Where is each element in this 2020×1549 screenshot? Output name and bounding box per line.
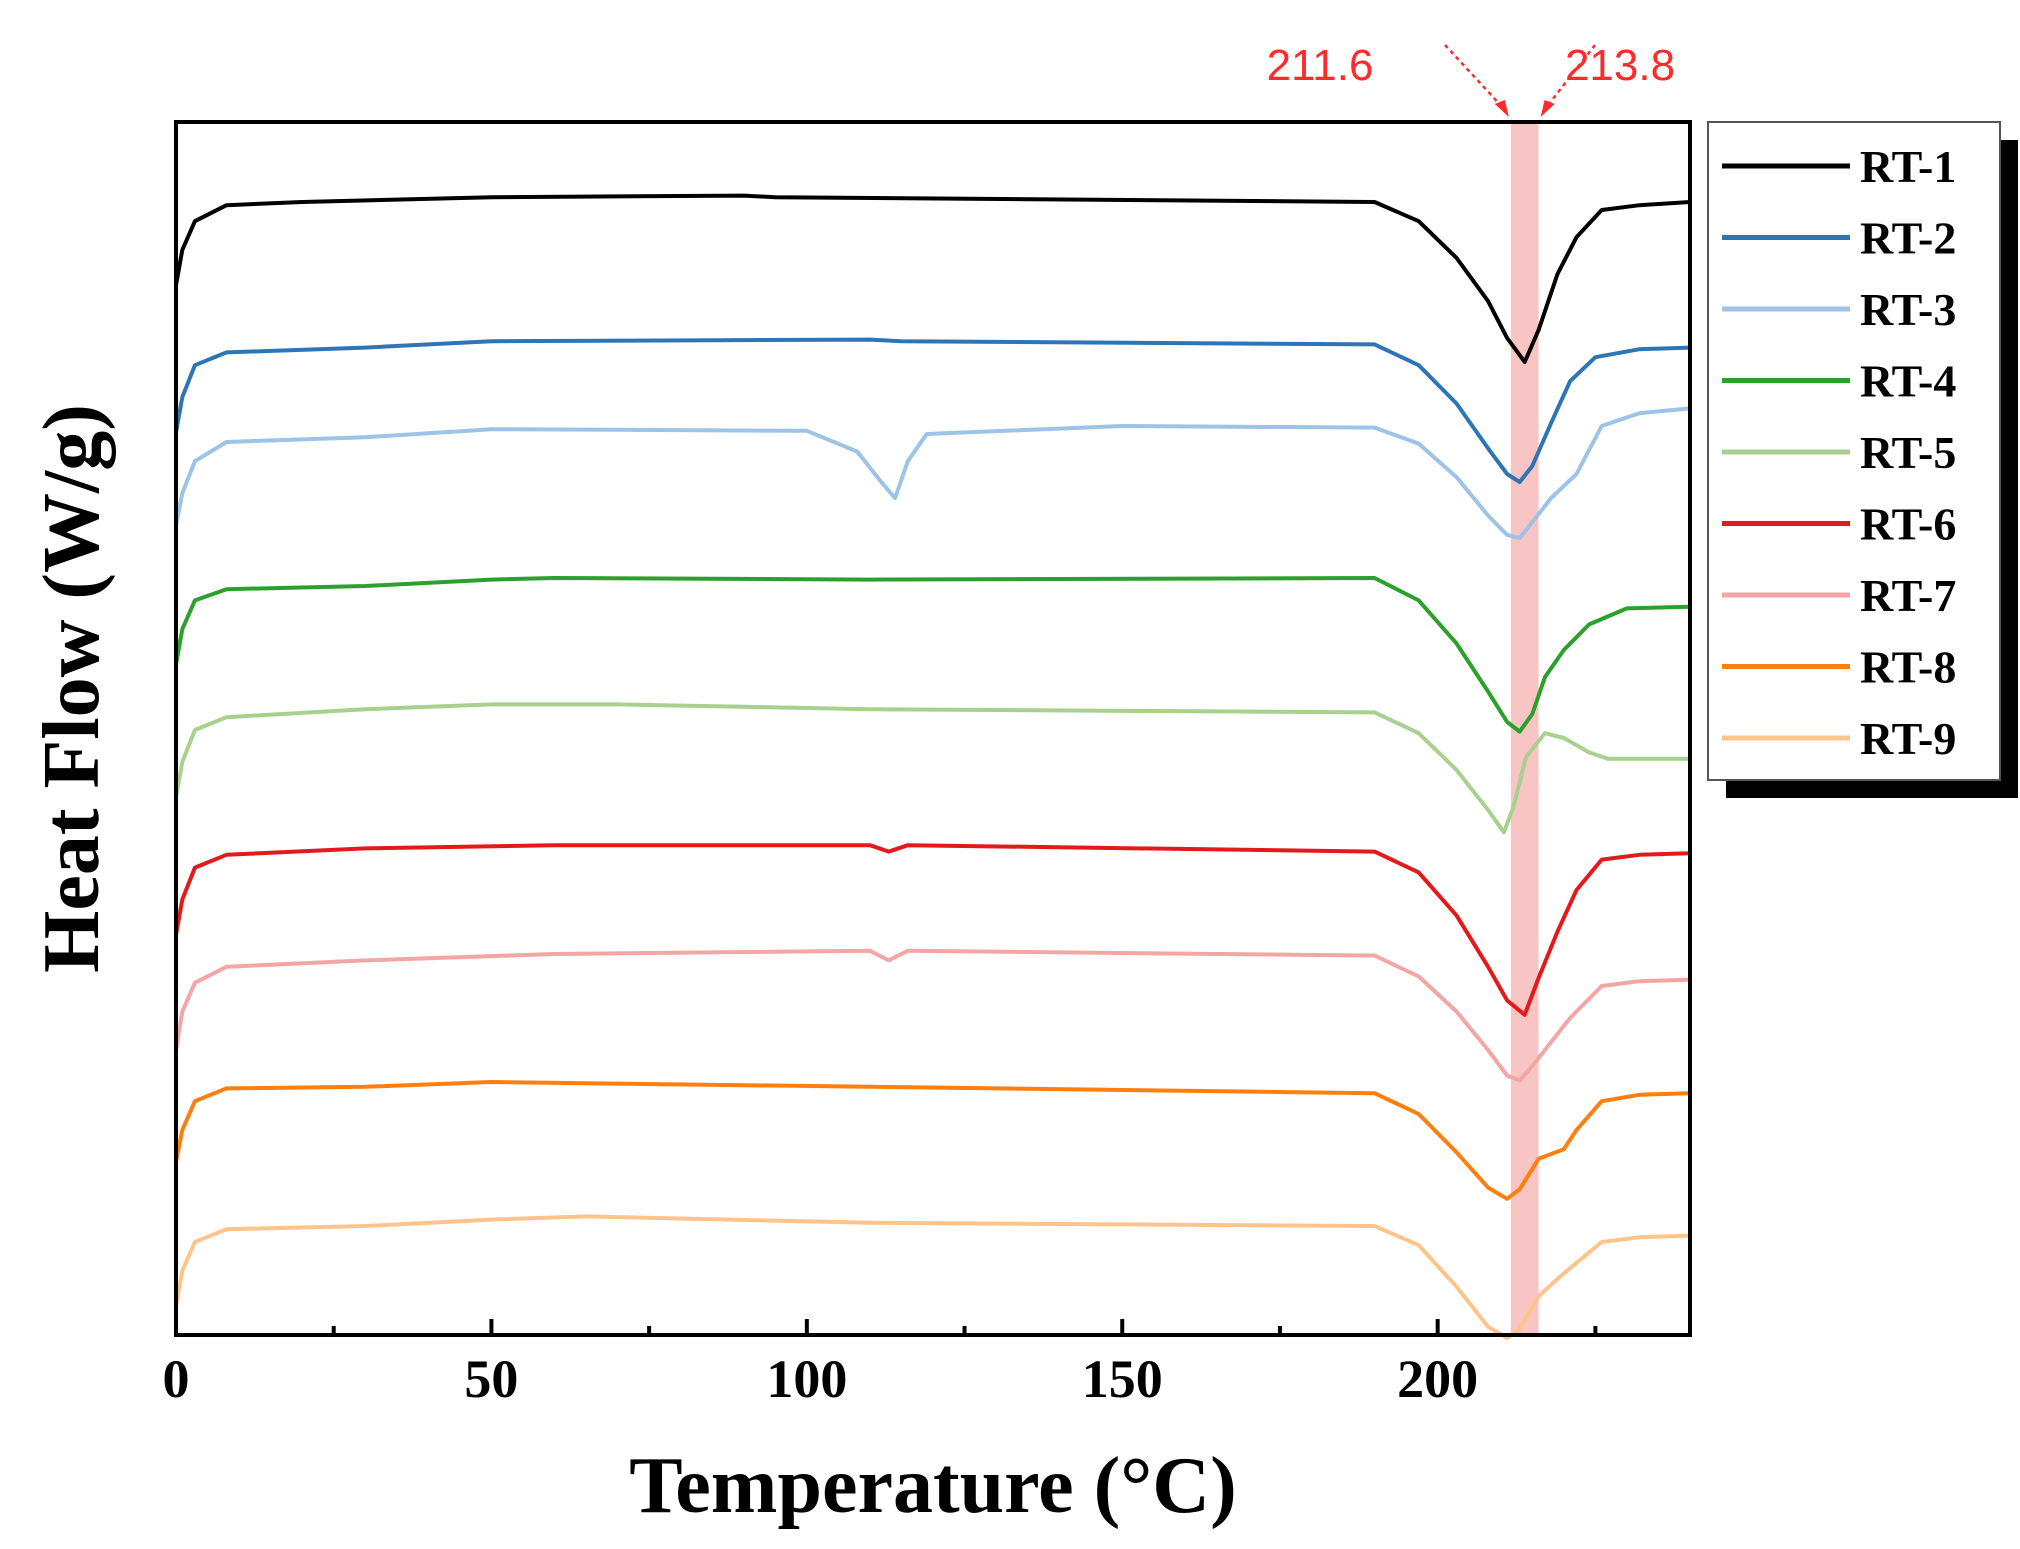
annotation-arrow-left xyxy=(1444,44,1508,113)
x-tick-label: 150 xyxy=(1082,1349,1163,1409)
series-line-rt-9 xyxy=(174,1214,1692,1340)
x-axis-ticks: 0 50 100 150 200 xyxy=(163,1319,1598,1409)
annotation-arrowhead-left xyxy=(1494,100,1509,117)
plot-frame xyxy=(174,120,1692,1337)
legend: RT-1 RT-2 RT-3 RT-4 RT-5 RT-6 RT-7 RT-8 RT-9 xyxy=(1707,121,2018,798)
x-tick-label: 50 xyxy=(464,1349,518,1409)
series-line-rt-7 xyxy=(174,948,1692,1083)
annotations: 211.6 213.8 xyxy=(1267,41,1675,117)
legend-label-rt-4: RT-4 xyxy=(1860,356,1956,407)
series-line-rt-4 xyxy=(174,576,1692,734)
legend-label-rt-1: RT-1 xyxy=(1860,141,1956,192)
legend-label-rt-8: RT-8 xyxy=(1860,642,1956,693)
legend-label-rt-6: RT-6 xyxy=(1860,499,1956,550)
x-tick-label: 0 xyxy=(163,1349,190,1409)
series-line-rt-2 xyxy=(174,337,1692,484)
legend-label-rt-2: RT-2 xyxy=(1860,213,1956,264)
series-line-rt-6 xyxy=(174,843,1692,1017)
x-axis-title: Temperature (°C) xyxy=(629,1442,1236,1530)
series-line-rt-8 xyxy=(174,1080,1692,1201)
annotation-label-left: 211.6 xyxy=(1267,41,1374,90)
annotation-arrowhead-right xyxy=(1540,100,1555,117)
y-axis-title: Heat Flow (W/g) xyxy=(28,404,116,973)
x-tick-label: 100 xyxy=(766,1349,847,1409)
legend-label-rt-3: RT-3 xyxy=(1860,284,1956,335)
annotation-label-right: 213.8 xyxy=(1565,41,1675,90)
legend-label-rt-5: RT-5 xyxy=(1860,427,1956,478)
series-line-rt-1 xyxy=(174,193,1692,364)
legend-label-rt-7: RT-7 xyxy=(1860,570,1956,621)
x-tick-label: 200 xyxy=(1397,1349,1478,1409)
series-line-rt-5 xyxy=(174,702,1692,835)
series-line-rt-3 xyxy=(174,406,1692,540)
annotation-arrow-right xyxy=(1541,44,1596,113)
legend-label-rt-9: RT-9 xyxy=(1860,713,1956,764)
series-layer xyxy=(174,193,1692,1340)
